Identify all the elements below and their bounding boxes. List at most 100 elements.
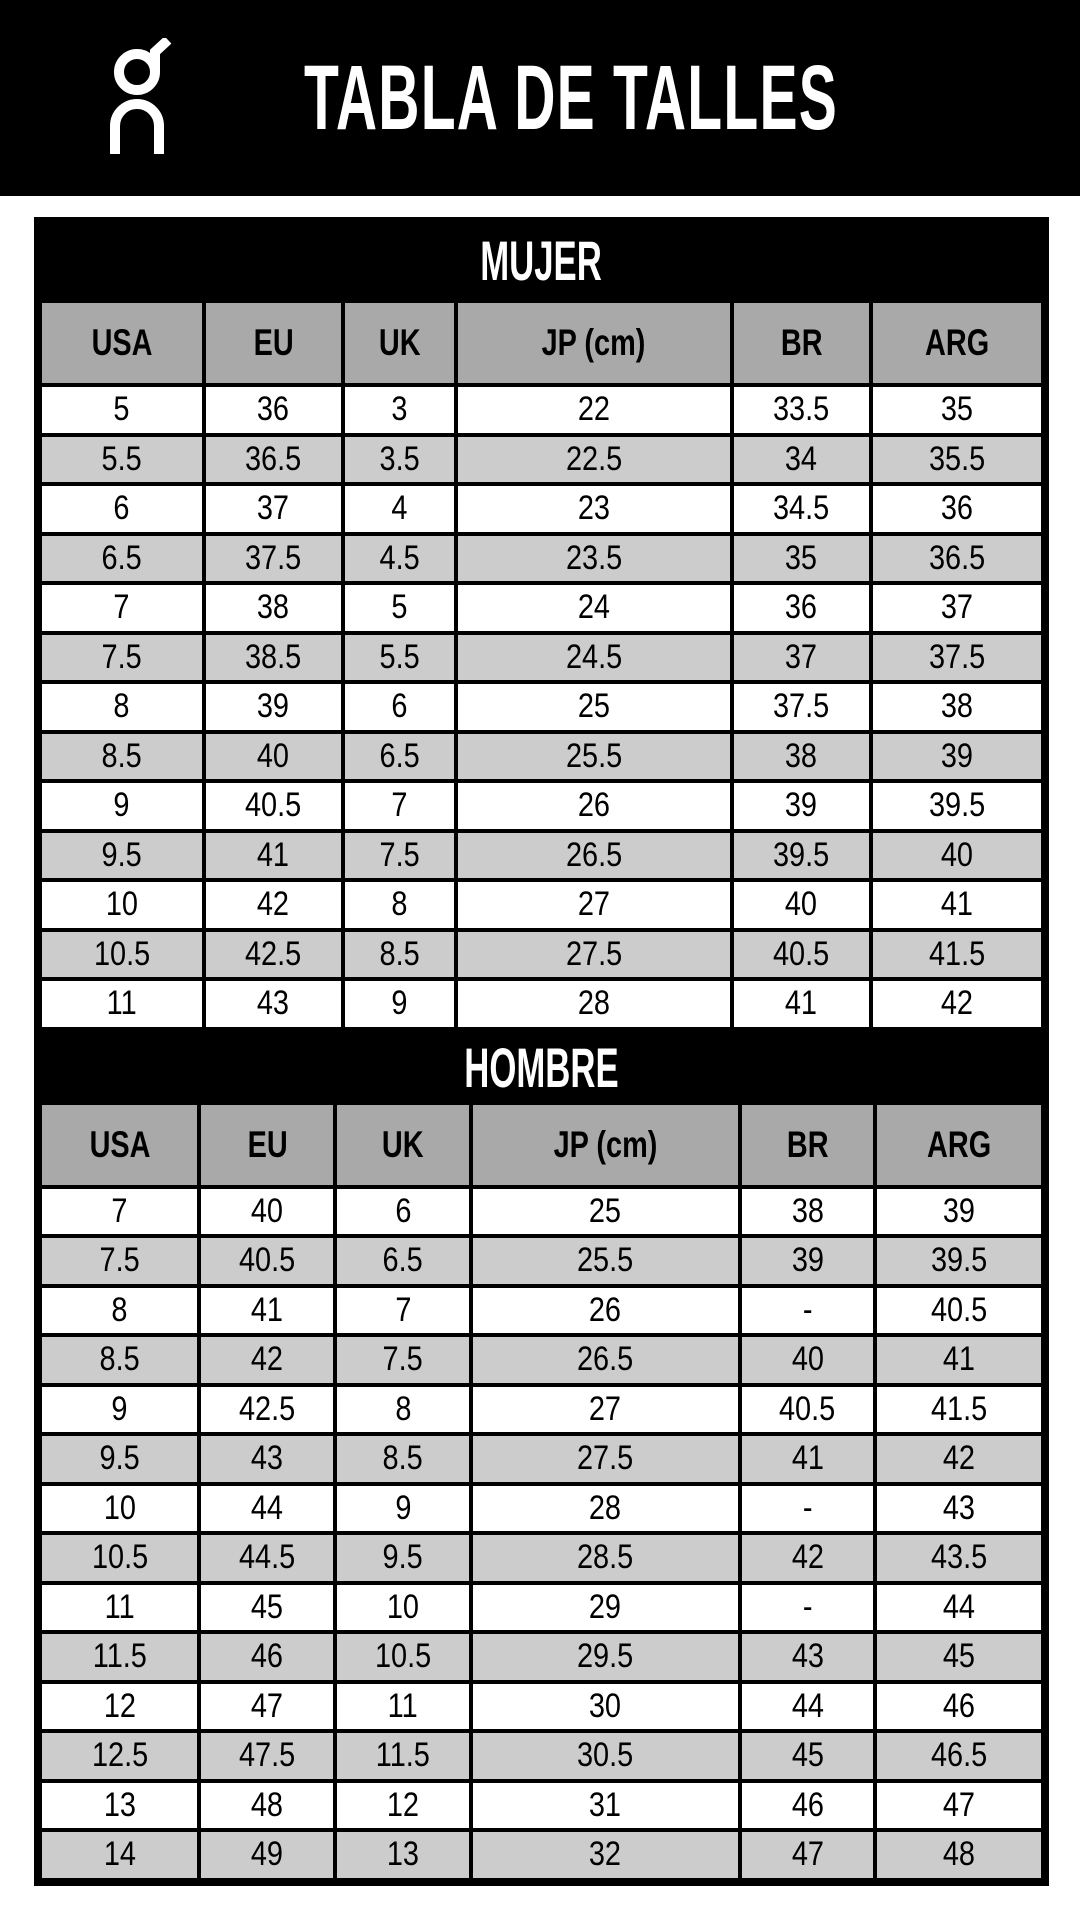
table-cell: 4	[344, 486, 455, 532]
table-cell: 37.5	[872, 634, 1041, 680]
column-header-label: BR	[780, 322, 823, 363]
table-cell: 8.5	[42, 1337, 198, 1383]
table-cell: 37	[733, 634, 869, 680]
cell-value: 32	[589, 1835, 622, 1874]
table-cell: 41	[205, 832, 341, 878]
table-cell: 29	[472, 1584, 738, 1630]
table-cell: 45	[877, 1634, 1041, 1680]
table-cell: 7	[344, 783, 455, 829]
table-row: 8.5 40 6.5 25.5 38 39	[42, 733, 1041, 779]
table-cell: 40	[872, 832, 1041, 878]
cell-value: 44	[251, 1488, 284, 1527]
column-header-label: EU	[253, 322, 294, 363]
table-row: 11.5 46 10.5 29.5 43 45	[42, 1634, 1041, 1680]
table-cell: 40	[205, 733, 341, 779]
cell-value: 43	[251, 1439, 284, 1478]
cell-value: 40.5	[245, 786, 302, 825]
cell-value: 9	[394, 1488, 412, 1527]
cell-value: 25.5	[565, 736, 623, 775]
table-cell: 41	[877, 1337, 1041, 1383]
table-cell: 9.5	[42, 832, 202, 878]
table-row: 7.5 40.5 6.5 25.5 39 39.5	[42, 1238, 1041, 1284]
cell-value: 42	[257, 885, 290, 924]
table-cell: 7.5	[344, 832, 455, 878]
cell-value: 25.5	[577, 1241, 634, 1280]
table-cell: 41	[872, 882, 1041, 928]
table-cell: 9	[42, 783, 202, 829]
table-cell: 28	[458, 981, 730, 1027]
column-header-label: BR	[786, 1123, 829, 1165]
column-header-label: UK	[382, 1123, 424, 1165]
table-cell: 12	[337, 1782, 469, 1828]
cell-value: 26	[577, 786, 610, 825]
on-brand-logo-icon	[110, 38, 172, 154]
cell-value: 44.5	[239, 1538, 296, 1577]
cell-value: 42	[943, 1439, 976, 1478]
cell-value: 48	[251, 1785, 284, 1824]
table-cell: 41.5	[877, 1386, 1041, 1432]
cell-value: 40.5	[779, 1389, 836, 1428]
cell-value: 41.5	[928, 934, 986, 973]
table-cell: 44	[877, 1584, 1041, 1630]
column-header: JP (cm)	[472, 1104, 738, 1185]
cell-value: 12	[386, 1785, 420, 1824]
table-cell: 43.5	[877, 1535, 1041, 1581]
cell-value: 27	[577, 885, 610, 924]
table-cell: 25.5	[458, 733, 730, 779]
cell-value: 33.5	[773, 390, 830, 429]
table-cell: 38	[741, 1188, 874, 1234]
table-cell: 4.5	[344, 535, 455, 581]
column-header-label: ARG	[924, 322, 990, 363]
cell-value: 10	[105, 885, 138, 924]
cell-value: 5	[391, 588, 408, 627]
column-header-label: JP (cm)	[542, 322, 646, 363]
cell-value: 42	[940, 984, 974, 1023]
table-cell: 10.5	[337, 1634, 469, 1680]
cell-value: 43	[943, 1488, 976, 1527]
cell-value: 11.5	[92, 1637, 147, 1676]
table-cell: 40	[741, 1337, 874, 1383]
cell-value: 8.5	[101, 736, 142, 775]
cell-value: 9	[391, 984, 408, 1023]
table-cell: 25.5	[472, 1238, 738, 1284]
cell-value: 27.5	[577, 1439, 634, 1478]
table-cell: 11	[42, 1584, 198, 1630]
column-header-label: EU	[247, 1123, 288, 1165]
table-row: 12.5 47.5 11.5 30.5 45 46.5	[42, 1733, 1041, 1779]
section-title-text: HOMBRE	[464, 1036, 619, 1099]
table-cell: 36.5	[205, 436, 341, 482]
table-cell: 40.5	[205, 783, 341, 829]
cell-value: 27	[589, 1389, 622, 1428]
table-cell: 7	[42, 585, 202, 631]
cell-value: 39.5	[931, 1241, 988, 1280]
table-cell: 23.5	[458, 535, 730, 581]
cell-value: 25	[589, 1191, 622, 1230]
cell-value: 39	[257, 687, 290, 726]
table-cell: 42.5	[205, 931, 341, 977]
cell-value: 42	[251, 1340, 284, 1379]
table-cell: 35.5	[872, 436, 1041, 482]
table-row: 5.5 36.5 3.5 22.5 34 35.5	[42, 436, 1041, 482]
table-cell: 36	[205, 387, 341, 433]
column-header: ARG	[872, 303, 1041, 383]
cell-value: 47	[943, 1785, 976, 1824]
table-row: 13 48 12 31 46 47	[42, 1782, 1041, 1828]
cell-value: 45	[791, 1736, 824, 1775]
table-cell: 35	[872, 387, 1041, 433]
table-row: 14 49 13 32 47 48	[42, 1832, 1041, 1878]
cell-value: 46	[791, 1785, 824, 1824]
table-cell: 44.5	[201, 1535, 334, 1581]
table-cell: 43	[201, 1436, 334, 1482]
table-cell: 13	[42, 1782, 198, 1828]
table-row: 7 38 5 24 36 37	[42, 585, 1041, 631]
cell-value: 43.5	[931, 1538, 988, 1577]
cell-value: 8	[111, 1290, 128, 1329]
cell-value: 26	[589, 1290, 622, 1329]
table-cell: 48	[201, 1782, 334, 1828]
table-cell: 9.5	[337, 1535, 469, 1581]
cell-value: 47	[791, 1835, 824, 1874]
table-cell: 24	[458, 585, 730, 631]
cell-value: 39.5	[773, 835, 830, 874]
table-cell: 11	[42, 981, 202, 1027]
table-cell: 42.5	[201, 1386, 334, 1432]
